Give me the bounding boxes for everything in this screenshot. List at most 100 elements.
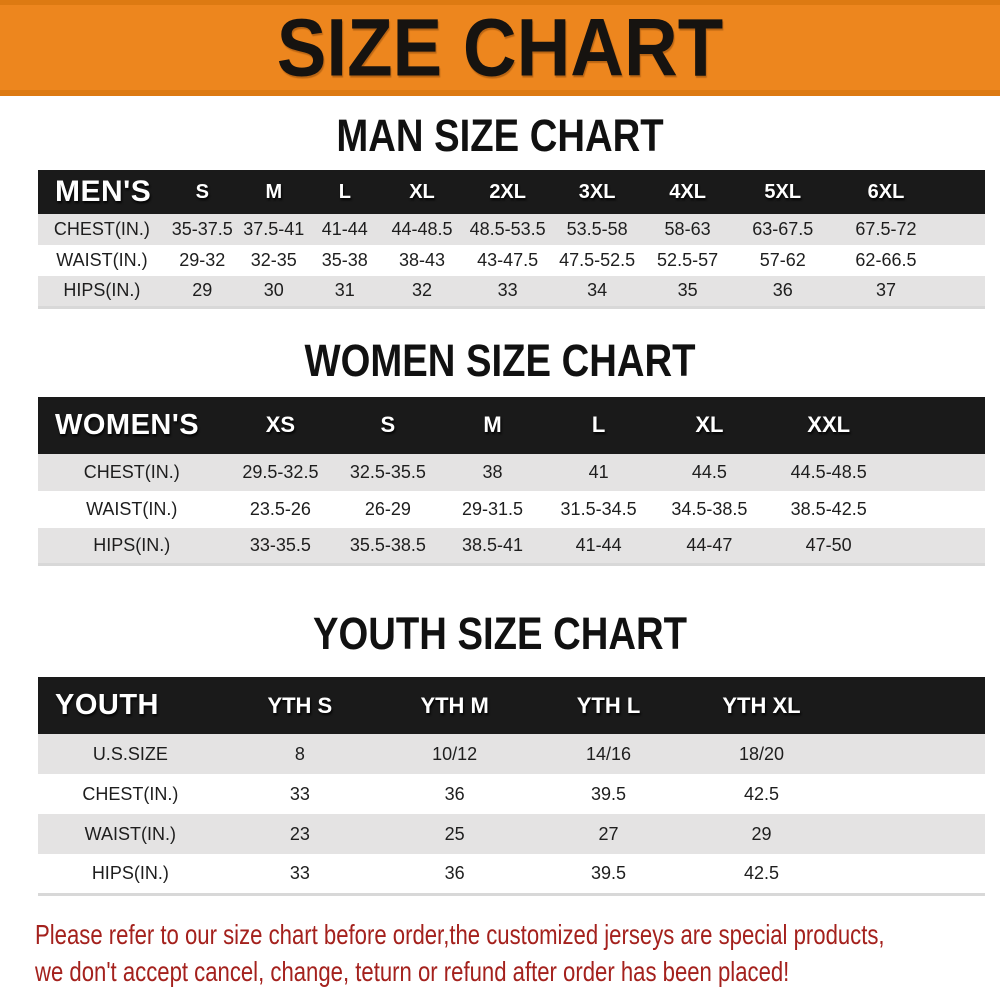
table-cell: 31 (334, 280, 355, 301)
table-header-row: MEN'S S M L XL 2XL 3XL 4XL 5XL 6XL (38, 170, 985, 214)
men-size-table: MEN'S S M L XL 2XL 3XL 4XL 5XL 6XL CHEST(IN.) 35-37… (38, 170, 985, 309)
table-cell (891, 491, 985, 528)
table-cell: 32-35 (250, 250, 297, 270)
size-column-header: 2XL (489, 180, 526, 203)
table-cell: 33 (289, 783, 310, 804)
table-cell: 10/12 (432, 743, 478, 764)
table-cell: 33-35.5 (249, 534, 311, 555)
table-cell: 47.5-52.5 (559, 250, 636, 270)
table-cell: 63-67.5 (752, 219, 814, 239)
row-label: WAIST(IN.) (56, 250, 148, 270)
table-cell: 30 (263, 280, 284, 301)
table-cell: 34 (587, 280, 608, 301)
table-cell: 57-62 (759, 250, 806, 270)
size-column-header: S (380, 412, 396, 437)
table-cell: 29-32 (179, 250, 226, 270)
table-cell: 33 (289, 862, 310, 883)
size-column-header: YTH L (576, 692, 641, 718)
row-label: HIPS(IN.) (91, 862, 169, 883)
table-cell: 67.5-72 (855, 219, 917, 239)
table-cell: 35 (677, 280, 698, 301)
table-cell (838, 734, 985, 774)
table-cell: 29 (751, 823, 772, 844)
table-cell: 35-37.5 (171, 219, 233, 239)
table-cell (838, 854, 985, 894)
table-cell: 8 (294, 743, 305, 764)
table-cell: 38-43 (398, 250, 445, 270)
table-cell: 39.5 (591, 862, 627, 883)
table-row: CHEST(IN.) 33 36 39.5 42.5 (38, 774, 985, 814)
table-cell (939, 245, 985, 276)
row-label: HIPS(IN.) (63, 280, 141, 301)
table-row: WAIST(IN.) 23 25 27 29 (38, 814, 985, 854)
section-title-youth: YOUTH SIZE CHART (312, 608, 687, 659)
size-column-header: M (483, 412, 502, 437)
table-row: WAIST(IN.) 23.5-26 26-29 29-31.5 31.5-34.5 34… (38, 490, 985, 528)
table-header-label: YOUTH (55, 689, 159, 721)
size-column-header: YTH S (267, 692, 333, 718)
table-header-row: YOUTH YTH S YTH M YTH L YTH XL (38, 677, 985, 734)
table-cell (838, 774, 985, 814)
size-column-header: 3XL (578, 180, 616, 203)
size-column-header: 6XL (867, 180, 905, 203)
table-cell: 35-38 (321, 250, 368, 270)
table-cell (891, 528, 985, 565)
table-row: HIPS(IN.) 29 30 31 32 33 34 35 36 37 (38, 276, 985, 307)
table-cell: 26-29 (364, 498, 411, 519)
table-cell: 43-47.5 (477, 250, 539, 270)
table-cell: 42.5 (743, 783, 779, 804)
table-cell: 23.5-26 (249, 498, 311, 519)
size-column-header: M (265, 180, 283, 203)
table-cell: 47-50 (805, 534, 852, 555)
size-column-header: L (338, 180, 351, 203)
table-cell: 41-44 (575, 534, 622, 555)
table-row: U.S.SIZE 8 10/12 14/16 18/20 (38, 734, 985, 774)
table-cell: 37 (875, 280, 896, 301)
table-cell: 32.5-35.5 (349, 461, 426, 482)
table-header-label: WOMEN'S (55, 408, 200, 441)
table-cell (939, 276, 985, 307)
row-label: HIPS(IN.) (93, 534, 171, 555)
size-column-header: YTH M (420, 692, 489, 718)
table-cell: 38.5-41 (462, 534, 524, 555)
table-row: HIPS(IN.) 33-35.5 35.5-38.5 38.5-41 41-44 44-… (38, 527, 985, 565)
size-column-header: XXL (807, 412, 851, 437)
table-cell (891, 454, 985, 491)
size-column-header: XS (265, 412, 296, 437)
table-row: WAIST(IN.) 29-32 32-35 35-38 38-43 43-47.5 47.… (38, 245, 985, 276)
size-column-header (939, 170, 985, 214)
table-header-row: WOMEN'S XS S M L XL XXL (38, 396, 985, 454)
table-cell (939, 214, 985, 245)
size-column-header: S (195, 180, 209, 203)
size-column-header: XL (409, 180, 435, 203)
size-column-header: 5XL (764, 180, 802, 203)
table-cell: 29.5-32.5 (242, 461, 319, 482)
table-cell: 37.5-41 (243, 219, 305, 239)
table-cell: 23 (289, 823, 310, 844)
row-label: WAIST(IN.) (86, 498, 178, 519)
row-label: WAIST(IN.) (84, 823, 176, 844)
table-row: CHEST(IN.) 35-37.5 37.5-41 41-44 44-48.5 48.5… (38, 214, 985, 245)
table-cell: 38 (482, 461, 503, 482)
table-cell: 36 (772, 280, 793, 301)
table-cell: 14/16 (586, 743, 632, 764)
table-cell: 44-47 (686, 534, 733, 555)
banner-title: SIZE CHART (276, 1, 724, 93)
women-size-table: WOMEN'S XS S M L XL XXL CHEST(IN.) 29.5-32.5 32.5… (38, 396, 985, 566)
table-cell: 25 (444, 823, 465, 844)
table-cell: 38.5-42.5 (790, 498, 867, 519)
footer-note-line-1: Please refer to our size chart before or… (35, 918, 885, 950)
table-cell: 36 (444, 783, 465, 804)
size-column-header (891, 397, 985, 454)
table-cell: 58-63 (664, 219, 711, 239)
row-label: CHEST(IN.) (83, 461, 180, 482)
youth-size-table: YOUTH YTH S YTH M YTH L YTH XL U.S.SIZE 8 10/12… (38, 677, 985, 896)
size-column-header: L (591, 412, 606, 437)
table-cell: 18/20 (738, 743, 784, 764)
table-cell: 44.5-48.5 (790, 461, 867, 482)
table-header-label: MEN'S (55, 175, 152, 208)
table-cell: 39.5 (591, 783, 627, 804)
table-cell: 36 (444, 862, 465, 883)
table-cell: 41-44 (321, 219, 368, 239)
